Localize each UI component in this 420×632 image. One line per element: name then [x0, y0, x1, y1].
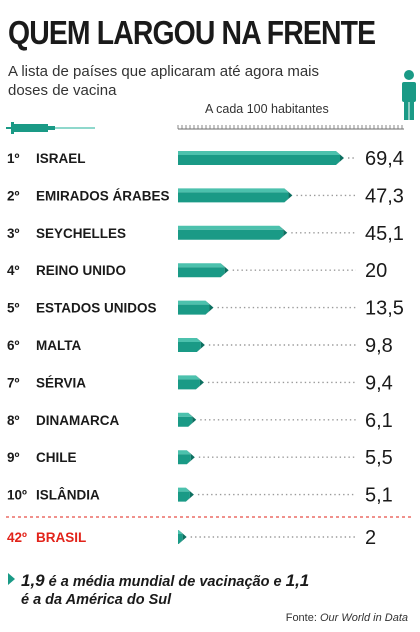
value-label: 5,5 — [365, 447, 393, 469]
value-label: 9,4 — [365, 372, 393, 394]
country-label: SEYCHELLES — [36, 226, 126, 241]
bar-row: 1º ISRAEL 69,4 — [7, 148, 404, 170]
bar-row: 2º EMIRADOS ÁRABES 47,3 — [7, 185, 404, 207]
bar — [178, 487, 194, 502]
bar — [178, 375, 204, 390]
bar-row: 5º ESTADOS UNIDOS 13,5 — [7, 298, 404, 320]
bar-row: 9º CHILE 5,5 — [7, 447, 393, 469]
rank-label: 1º — [7, 151, 20, 166]
south-america-value: 1,1 — [285, 571, 310, 590]
country-label: ISRAEL — [36, 151, 86, 166]
value-label: 6,1 — [365, 410, 393, 432]
rank-label: 4º — [7, 263, 20, 278]
rank-label: 10º — [7, 488, 27, 503]
country-label: CHILE — [36, 450, 77, 465]
source-credit: Fonte: Our World in Data — [286, 612, 408, 624]
bar-row: 6º MALTA 9,8 — [7, 335, 393, 357]
footer-text-1: é a média mundial de vacinação e — [44, 574, 286, 590]
country-label: SÉRVIA — [36, 375, 86, 390]
country-label: ISLÂNDIA — [36, 488, 100, 503]
value-label: 13,5 — [365, 298, 404, 320]
value-label: 47,3 — [365, 185, 404, 207]
country-label: BRASIL — [36, 530, 86, 545]
value-label: 5,1 — [365, 485, 393, 507]
person-icon — [402, 70, 416, 120]
unit-label: A cada 100 habitantes — [205, 102, 329, 116]
bar-row: 10º ISLÂNDIA 5,1 — [7, 485, 393, 507]
syringe-icon — [6, 122, 95, 134]
rank-label: 8º — [7, 413, 20, 428]
country-label: REINO UNIDO — [36, 263, 126, 278]
bar-chart: 1º ISRAEL 69,4 2º EMIRADOS ÁRABES 47,3 3º SEYCH… — [6, 70, 416, 549]
value-label: 2 — [365, 527, 376, 549]
rank-label: 42º — [7, 530, 27, 545]
rank-label: 3º — [7, 226, 20, 241]
country-label: DINAMARCA — [36, 413, 119, 428]
world-average-value: 1,9 — [21, 571, 45, 590]
axis-ruler — [177, 125, 404, 130]
bar-row: 4º REINO UNIDO 20 — [7, 260, 387, 282]
bar — [178, 151, 344, 165]
bar — [178, 225, 288, 240]
bar — [178, 450, 195, 465]
source-prefix: Fonte: — [285, 612, 320, 624]
bar — [178, 530, 187, 544]
rank-label: 6º — [7, 338, 20, 353]
rank-label: 7º — [7, 375, 20, 390]
value-label: 20 — [365, 260, 387, 282]
country-label: ESTADOS UNIDOS — [36, 301, 157, 316]
rank-label: 2º — [7, 188, 20, 203]
value-label: 45,1 — [365, 223, 404, 245]
value-label: 9,8 — [365, 335, 393, 357]
bar-row: 8º DINAMARCA 6,1 — [7, 410, 393, 432]
bar — [178, 188, 293, 203]
country-label: EMIRADOS ÁRABES — [36, 188, 170, 203]
bar — [178, 300, 214, 315]
arrow-icon — [8, 573, 15, 585]
chart-subtitle: A lista de países que aplicaram até agor… — [8, 63, 320, 99]
chart-title: QUEM LARGOU NA FRENTE — [8, 14, 376, 51]
footer-note: 1,9 é a média mundial de vacinação e 1,1… — [8, 572, 408, 609]
bar — [178, 338, 205, 352]
rank-label: 5º — [7, 301, 20, 316]
value-label: 69,4 — [365, 148, 404, 170]
footer-text-2: é a da América do Sul — [21, 592, 172, 608]
bar-row: 42º BRASIL 2 — [7, 527, 376, 549]
bar — [178, 412, 197, 427]
source-name: Our World in Data — [319, 612, 408, 624]
rank-label: 9º — [7, 450, 20, 465]
bar — [178, 263, 229, 278]
bar-row: 7º SÉRVIA 9,4 — [7, 372, 393, 394]
bar-row: 3º SEYCHELLES 45,1 — [7, 223, 404, 245]
country-label: MALTA — [36, 338, 81, 353]
